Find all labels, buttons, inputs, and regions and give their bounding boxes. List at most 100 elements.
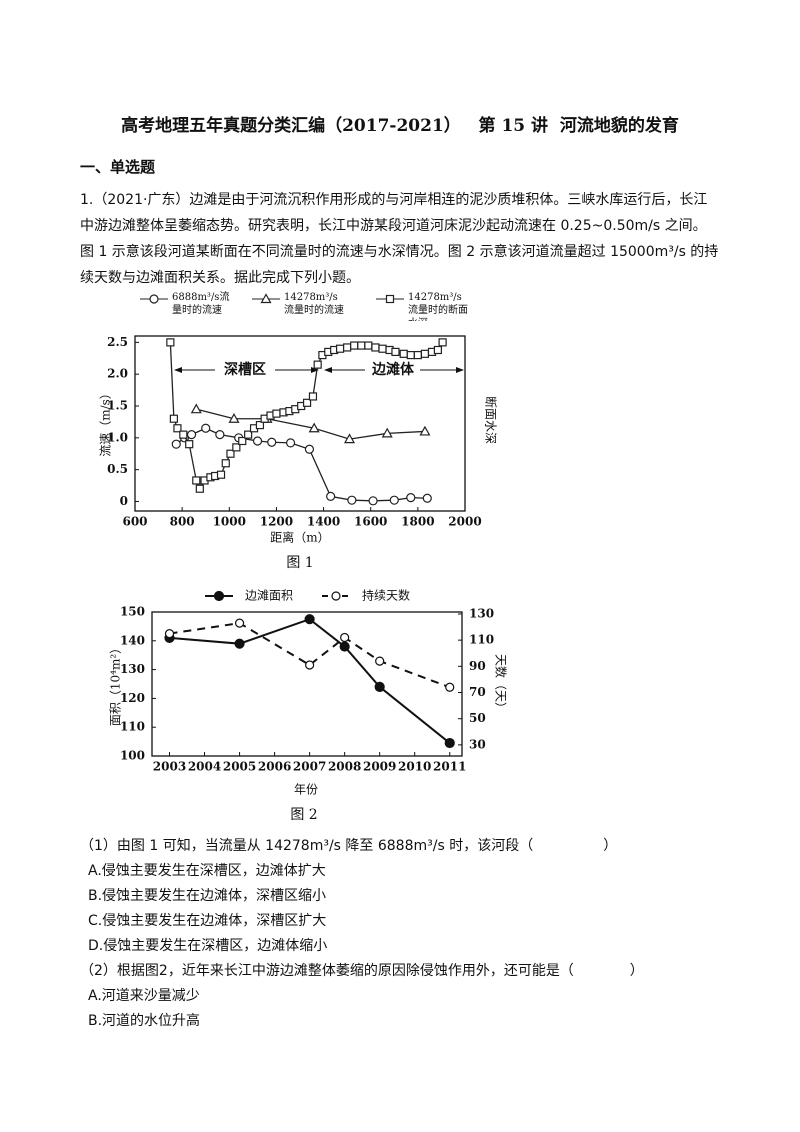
marker	[267, 437, 277, 447]
marker	[420, 349, 430, 358]
option: A.河道来沙量减少	[88, 988, 200, 1004]
marker	[260, 293, 272, 304]
marker	[385, 294, 395, 304]
marker	[272, 409, 281, 418]
marker	[350, 341, 359, 350]
y2-axis-label: 断面水深	[484, 396, 499, 444]
x-tick-label: 800	[170, 515, 195, 529]
marker	[374, 681, 385, 692]
y-tick-label: 2.5	[107, 335, 128, 349]
y-tick-label: 100	[120, 749, 145, 763]
legend-entry: 14278m³/s流量时的流速	[284, 292, 344, 316]
marker	[347, 495, 357, 505]
marker	[389, 495, 399, 505]
plot-frame	[134, 335, 466, 512]
y2-tick-label: 30	[469, 737, 486, 751]
title: 高考地理五年真题分类汇编（2017-2021） 第 15 讲 河流地貌的发育	[121, 116, 679, 136]
marker	[308, 422, 320, 433]
marker	[419, 425, 431, 436]
marker	[378, 344, 387, 353]
marker	[221, 459, 230, 468]
x-tick-label: 1400	[307, 515, 340, 529]
y-axis-label: 面积（10⁴m²）	[109, 642, 123, 726]
series-line	[175, 427, 428, 502]
option: B.河道的水位升高	[88, 1013, 201, 1029]
figure-caption: 图 1	[286, 555, 313, 571]
y-tick-label: 0	[120, 494, 128, 508]
legend-label: 14278m³/s流量时的断面水深	[408, 292, 468, 321]
marker	[364, 341, 373, 350]
marker	[173, 424, 182, 433]
marker	[445, 682, 455, 692]
y-tick-label: 1.0	[107, 430, 128, 444]
marker	[422, 493, 432, 503]
marker	[201, 423, 211, 433]
marker	[406, 493, 416, 503]
option: D.侵蚀主要发生在深槽区，边滩体缩小	[88, 938, 328, 954]
sub-question: （1）由图 1 可知，当流量从 14278m³/s 降至 6888m³/s 时，…	[80, 838, 618, 854]
x-tick-label: 600	[122, 515, 147, 529]
y-tick-label: 120	[120, 691, 145, 705]
marker	[340, 632, 350, 643]
x-tick-label: 1600	[354, 515, 387, 529]
marker	[391, 347, 400, 357]
option: B.侵蚀主要发生在边滩体，深槽区缩小	[88, 888, 327, 904]
marker	[226, 449, 235, 458]
legend-label: 边滩面积	[245, 589, 293, 603]
y-tick-label: 130	[120, 662, 145, 676]
marker	[302, 398, 312, 407]
x-tick-label: 2004	[188, 760, 221, 774]
marker	[326, 491, 336, 501]
x-tick-label: 2011	[433, 760, 466, 774]
option: C.侵蚀主要发生在边滩体，深槽区扩大	[88, 913, 327, 929]
marker	[413, 350, 422, 360]
y2-tick-label: 70	[469, 685, 486, 699]
marker	[232, 443, 241, 452]
marker	[171, 439, 181, 449]
marker	[186, 430, 197, 440]
marker	[304, 614, 315, 625]
x-tick-label: 2010	[398, 760, 431, 774]
marker	[399, 349, 408, 358]
x-tick-label: 2005	[223, 760, 256, 774]
marker	[331, 591, 341, 601]
marker	[238, 436, 247, 446]
marker	[313, 360, 322, 369]
marker	[438, 338, 447, 347]
marker	[304, 444, 315, 454]
marker	[305, 660, 315, 670]
marker	[433, 345, 442, 355]
marker	[234, 638, 245, 649]
x-tick-label: 1200	[260, 515, 293, 529]
option: A.侵蚀主要发生在深槽区，边滩体扩大	[88, 863, 326, 879]
marker	[228, 413, 240, 423]
legend-label: 14278m³/s流量时的流速	[284, 292, 344, 316]
series-line	[169, 618, 451, 744]
marker	[255, 420, 265, 430]
x-tick-label: 1000	[213, 515, 246, 529]
x-tick-label: 2008	[328, 760, 361, 774]
marker	[343, 343, 352, 352]
annotation: 边滩体	[371, 361, 415, 378]
marker	[192, 476, 201, 485]
marker	[190, 403, 202, 414]
y-tick-label: 110	[120, 720, 145, 734]
marker	[169, 414, 178, 423]
marker	[371, 343, 380, 352]
y-tick-label: 2.0	[107, 367, 128, 381]
marker	[244, 430, 253, 439]
marker	[339, 641, 350, 652]
marker	[166, 338, 175, 347]
marker	[195, 484, 204, 493]
marker	[185, 440, 194, 449]
marker	[216, 470, 226, 479]
x-axis-label: 年份	[294, 783, 318, 797]
y-tick-label: 1.5	[107, 399, 128, 413]
marker	[164, 628, 175, 639]
x-tick-label: 2000	[448, 515, 481, 529]
x-tick-label: 2009	[363, 760, 396, 774]
y2-tick-label: 110	[469, 633, 494, 647]
legend-entry: 14278m³/s流量时的断面水深	[408, 292, 468, 321]
marker	[308, 392, 318, 401]
